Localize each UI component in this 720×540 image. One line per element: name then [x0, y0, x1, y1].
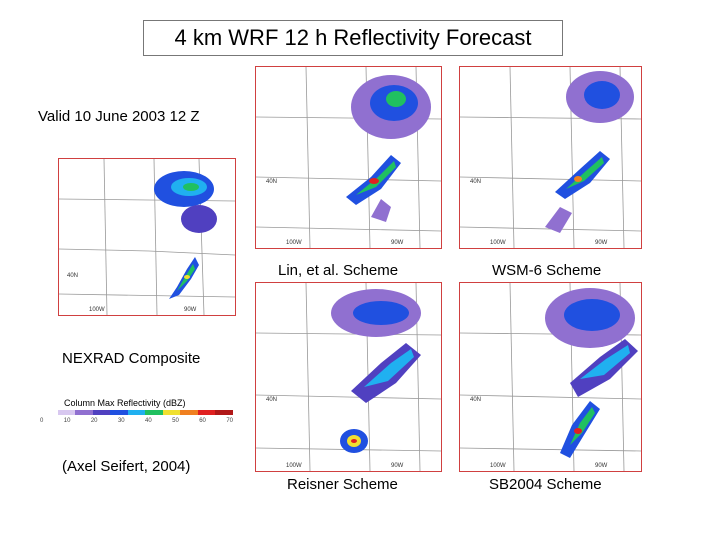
nexrad-map: 40N 100W 90W — [58, 158, 236, 316]
colorbar-swatches — [40, 410, 234, 415]
reisner-label: Reisner Scheme — [287, 476, 398, 493]
wsm6-lon-label-1: 100W — [490, 240, 506, 246]
reisner-lon-label-2: 90W — [391, 463, 404, 469]
wsm6-label: WSM-6 Scheme — [492, 262, 602, 279]
colorbar-swatch — [162, 410, 181, 415]
colorbar-swatch — [215, 410, 234, 415]
colorbar-tick-label: 60 — [199, 418, 206, 424]
nexrad-lon-label-1: 100W — [89, 307, 105, 313]
colorbar-tick-label: 10 — [63, 418, 71, 424]
colorbar-ticks: 0 10 20 30 40 50 60 70 — [40, 418, 233, 424]
lin-lon-label-1: 100W — [286, 240, 302, 246]
colorbar-swatch — [180, 410, 198, 415]
colorbar-swatch — [57, 410, 76, 415]
valid-time: Valid 10 June 2003 12 Z — [38, 108, 200, 125]
colorbar-swatch — [40, 410, 58, 415]
colorbar-swatch — [145, 410, 163, 415]
sb2004-map: 40N 100W 90W — [459, 282, 642, 472]
sb2004-lon-label-1: 100W — [490, 463, 506, 469]
sb2004-lon-label-2: 90W — [595, 463, 608, 469]
colorbar-tick-label: 0 — [40, 418, 44, 424]
reisner-lat-label: 40N — [266, 397, 277, 403]
colorbar-swatch — [92, 410, 111, 415]
colorbar-swatch — [127, 410, 146, 415]
wsm6-lon-label-2: 90W — [595, 240, 608, 246]
reisner-map-graphic: 40N 100W 90W — [256, 283, 441, 471]
lin-map: 40N 100W 90W — [255, 66, 442, 249]
colorbar-tick-label: 30 — [117, 418, 125, 424]
sb2004-label: SB2004 Scheme — [489, 476, 602, 493]
colorbar-title: Column Max Reflectivity (dBZ) — [64, 398, 186, 408]
wsm6-lat-label: 40N — [470, 179, 481, 185]
lin-map-graphic: 40N 100W 90W — [256, 67, 441, 248]
wsm6-map: 40N 100W 90W — [459, 66, 642, 249]
reisner-map: 40N 100W 90W — [255, 282, 442, 472]
colorbar-tick-label: 50 — [172, 418, 179, 424]
wsm6-map-graphic: 40N 100W 90W — [460, 67, 641, 248]
lin-label: Lin, et al. Scheme — [278, 262, 399, 279]
nexrad-lon-label-2: 90W — [184, 307, 197, 313]
colorbar-tick-label: 20 — [90, 418, 98, 424]
sb2004-map-graphic: 40N 100W 90W — [460, 283, 641, 471]
colorbar-swatch — [75, 410, 93, 415]
nexrad-label: NEXRAD Composite — [62, 350, 201, 367]
colorbar-tick-label: 70 — [226, 418, 233, 424]
colorbar-swatch — [110, 410, 128, 415]
reflectivity-colorbar: 0 10 20 30 40 50 60 70 — [40, 410, 234, 430]
colorbar-swatch — [197, 410, 216, 415]
nexrad-lat-label: 40N — [67, 273, 78, 279]
sb2004-lat-label: 40N — [470, 397, 481, 403]
reisner-lon-label-1: 100W — [286, 463, 302, 469]
nexrad-map-graphic: 40N 100W 90W — [59, 159, 235, 315]
lin-lon-label-2: 90W — [391, 240, 404, 246]
lin-lat-label: 40N — [266, 179, 277, 185]
citation: (Axel Seifert, 2004) — [62, 458, 191, 475]
slide-title: 4 km WRF 12 h Reflectivity Forecast — [143, 20, 563, 56]
colorbar-tick-label: 40 — [145, 418, 152, 424]
